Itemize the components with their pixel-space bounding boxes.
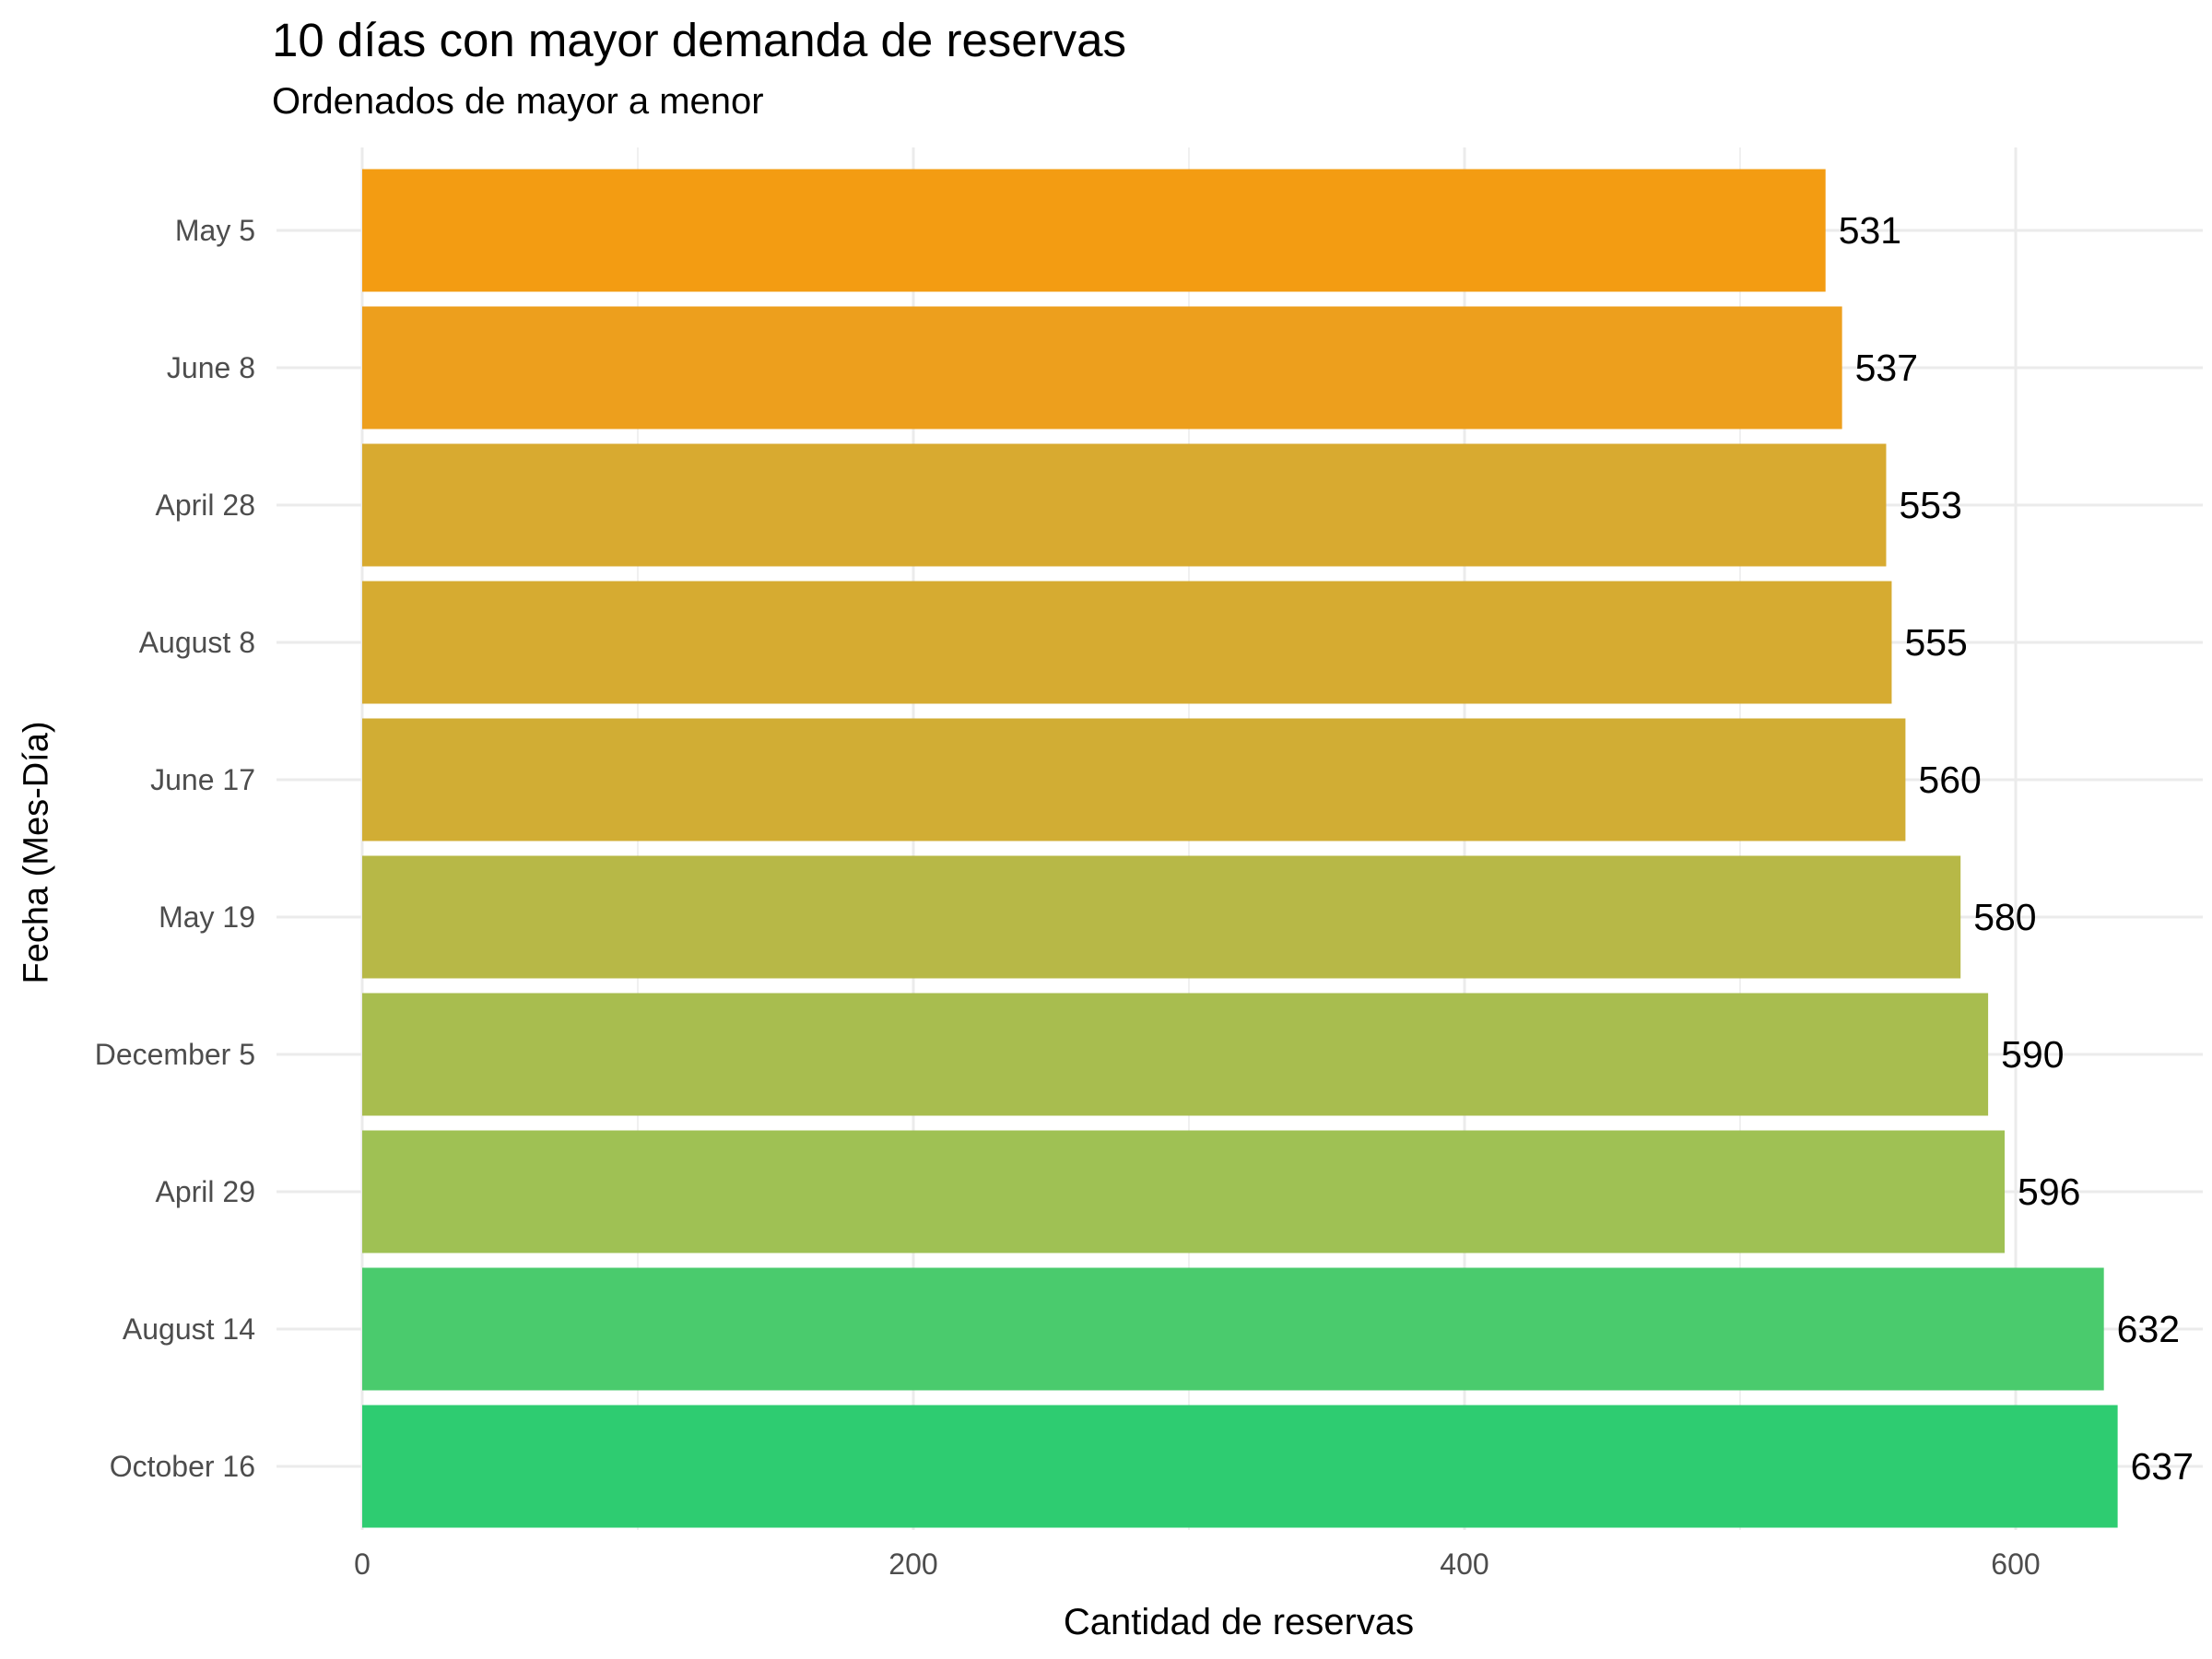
y-tick-label: May 5 [175,214,255,247]
bar [362,855,1961,979]
y-tick-label: August 14 [123,1312,255,1346]
bar-value-label: 537 [1855,347,1918,389]
x-tick-label: 200 [888,1547,937,1581]
x-tick-label: 600 [1991,1547,2040,1581]
chart-title: 10 días con mayor demanda de reservas [272,14,1127,66]
y-tick-label: August 8 [139,626,255,659]
bar-value-label: 596 [2018,1171,2080,1213]
bar [362,1405,2118,1528]
y-tick-label: December 5 [95,1038,255,1071]
bar [362,718,1906,841]
y-tick-labels: May 5 June 8 April 28 August 8 June 17 May 19… [95,214,255,1483]
y-tick-label: May 19 [159,900,255,934]
bar-value-label: 580 [1973,896,2036,938]
bar-value-label: 637 [2131,1445,2194,1488]
y-tick-label: October 16 [110,1450,255,1483]
bar [362,169,1826,292]
bar [362,1130,2006,1253]
bar [362,306,1842,429]
bar [362,993,1989,1116]
bar [362,443,1887,567]
bars: 531 537 553 555 560 580 590 596 632 637 [362,169,2194,1528]
bar [362,1267,2104,1391]
x-tick-labels: 0 200 400 600 [354,1547,2041,1581]
bar-value-label: 531 [1839,209,1901,252]
x-tick-label: 400 [1440,1547,1488,1581]
x-axis-label: Cantidad de reservas [1063,1602,1415,1642]
y-tick-label: April 28 [156,488,256,522]
bar-value-label: 590 [2001,1033,2064,1076]
y-tick-label: June 8 [167,351,255,384]
chart-subtitle: Ordenados de mayor a menor [272,81,764,122]
y-tick-label: April 29 [156,1175,256,1208]
bar [362,581,1892,704]
bar-value-label: 632 [2117,1308,2180,1350]
bar-value-label: 553 [1899,484,1961,526]
y-tick-label: June 17 [150,763,255,796]
bar-value-label: 560 [1918,759,1981,801]
x-tick-label: 0 [354,1547,371,1581]
bar-value-label: 555 [1904,621,1967,664]
